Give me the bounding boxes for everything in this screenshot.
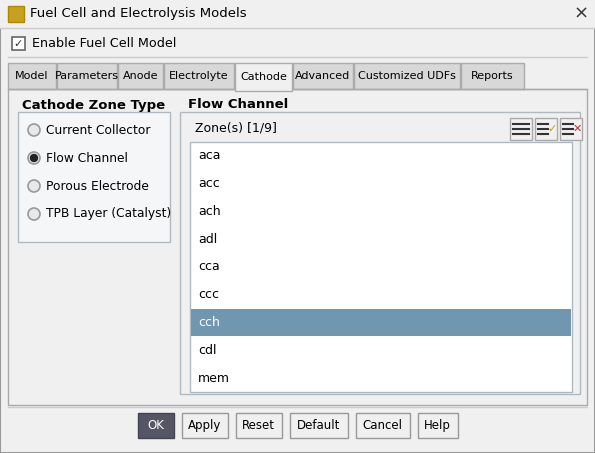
Bar — [355, 413, 409, 438]
Text: cca: cca — [198, 260, 220, 274]
Text: Cathode Zone Type: Cathode Zone Type — [22, 98, 165, 111]
Bar — [8, 6, 24, 22]
Bar — [290, 413, 347, 438]
Text: Advanced: Advanced — [295, 71, 350, 81]
Bar — [8, 89, 587, 405]
Bar — [418, 413, 458, 438]
Bar — [181, 413, 227, 438]
Text: Cathode: Cathode — [240, 72, 287, 82]
Circle shape — [28, 152, 40, 164]
Bar — [191, 308, 571, 337]
Bar — [8, 63, 56, 89]
Text: Model: Model — [15, 71, 49, 81]
Text: aca: aca — [198, 149, 221, 162]
Bar — [18, 112, 170, 242]
Text: Flow Channel: Flow Channel — [188, 98, 288, 111]
Text: Current Collector: Current Collector — [46, 124, 151, 136]
Text: Reports: Reports — [471, 71, 514, 81]
Text: ach: ach — [198, 205, 221, 218]
Bar — [354, 63, 460, 89]
Bar — [57, 63, 117, 89]
Text: mem: mem — [198, 371, 230, 385]
Text: ccc: ccc — [198, 288, 219, 301]
Text: Parameters: Parameters — [55, 71, 119, 81]
Text: ✓: ✓ — [14, 39, 23, 48]
Text: Enable Fuel Cell Model: Enable Fuel Cell Model — [32, 37, 176, 50]
Text: Reset: Reset — [242, 419, 275, 432]
Circle shape — [30, 154, 37, 162]
Text: Apply: Apply — [188, 419, 221, 432]
Bar — [12, 37, 25, 50]
Bar — [461, 63, 524, 89]
Bar — [510, 118, 532, 140]
Text: ✕: ✕ — [572, 124, 582, 134]
Text: cch: cch — [198, 316, 220, 329]
Text: Electrolyte: Electrolyte — [169, 71, 229, 81]
Text: Zone(s) [1/9]: Zone(s) [1/9] — [195, 121, 277, 135]
Text: TPB Layer (Catalyst): TPB Layer (Catalyst) — [46, 207, 171, 221]
Text: Cancel: Cancel — [362, 419, 402, 432]
Bar — [180, 112, 580, 394]
Text: acc: acc — [198, 177, 220, 190]
Text: OK: OK — [147, 419, 164, 432]
Text: ✓: ✓ — [547, 124, 557, 134]
Bar — [235, 63, 292, 91]
Bar — [535, 118, 557, 140]
Circle shape — [28, 180, 40, 192]
Text: adl: adl — [198, 233, 217, 246]
Bar — [164, 63, 234, 89]
Text: Help: Help — [424, 419, 451, 432]
Bar — [236, 413, 281, 438]
Text: ×: × — [574, 5, 588, 23]
Circle shape — [28, 208, 40, 220]
Text: Fuel Cell and Electrolysis Models: Fuel Cell and Electrolysis Models — [30, 8, 246, 20]
Bar — [0, 0, 595, 28]
Circle shape — [28, 124, 40, 136]
Text: Porous Electrode: Porous Electrode — [46, 179, 149, 193]
Text: Flow Channel: Flow Channel — [46, 151, 128, 164]
Text: cdl: cdl — [198, 344, 217, 357]
Text: Anode: Anode — [123, 71, 158, 81]
Text: Default: Default — [297, 419, 340, 432]
Bar — [137, 413, 174, 438]
Bar — [293, 63, 353, 89]
Bar — [560, 118, 582, 140]
Bar — [190, 142, 572, 392]
Bar — [118, 63, 163, 89]
Text: Customized UDFs: Customized UDFs — [358, 71, 456, 81]
